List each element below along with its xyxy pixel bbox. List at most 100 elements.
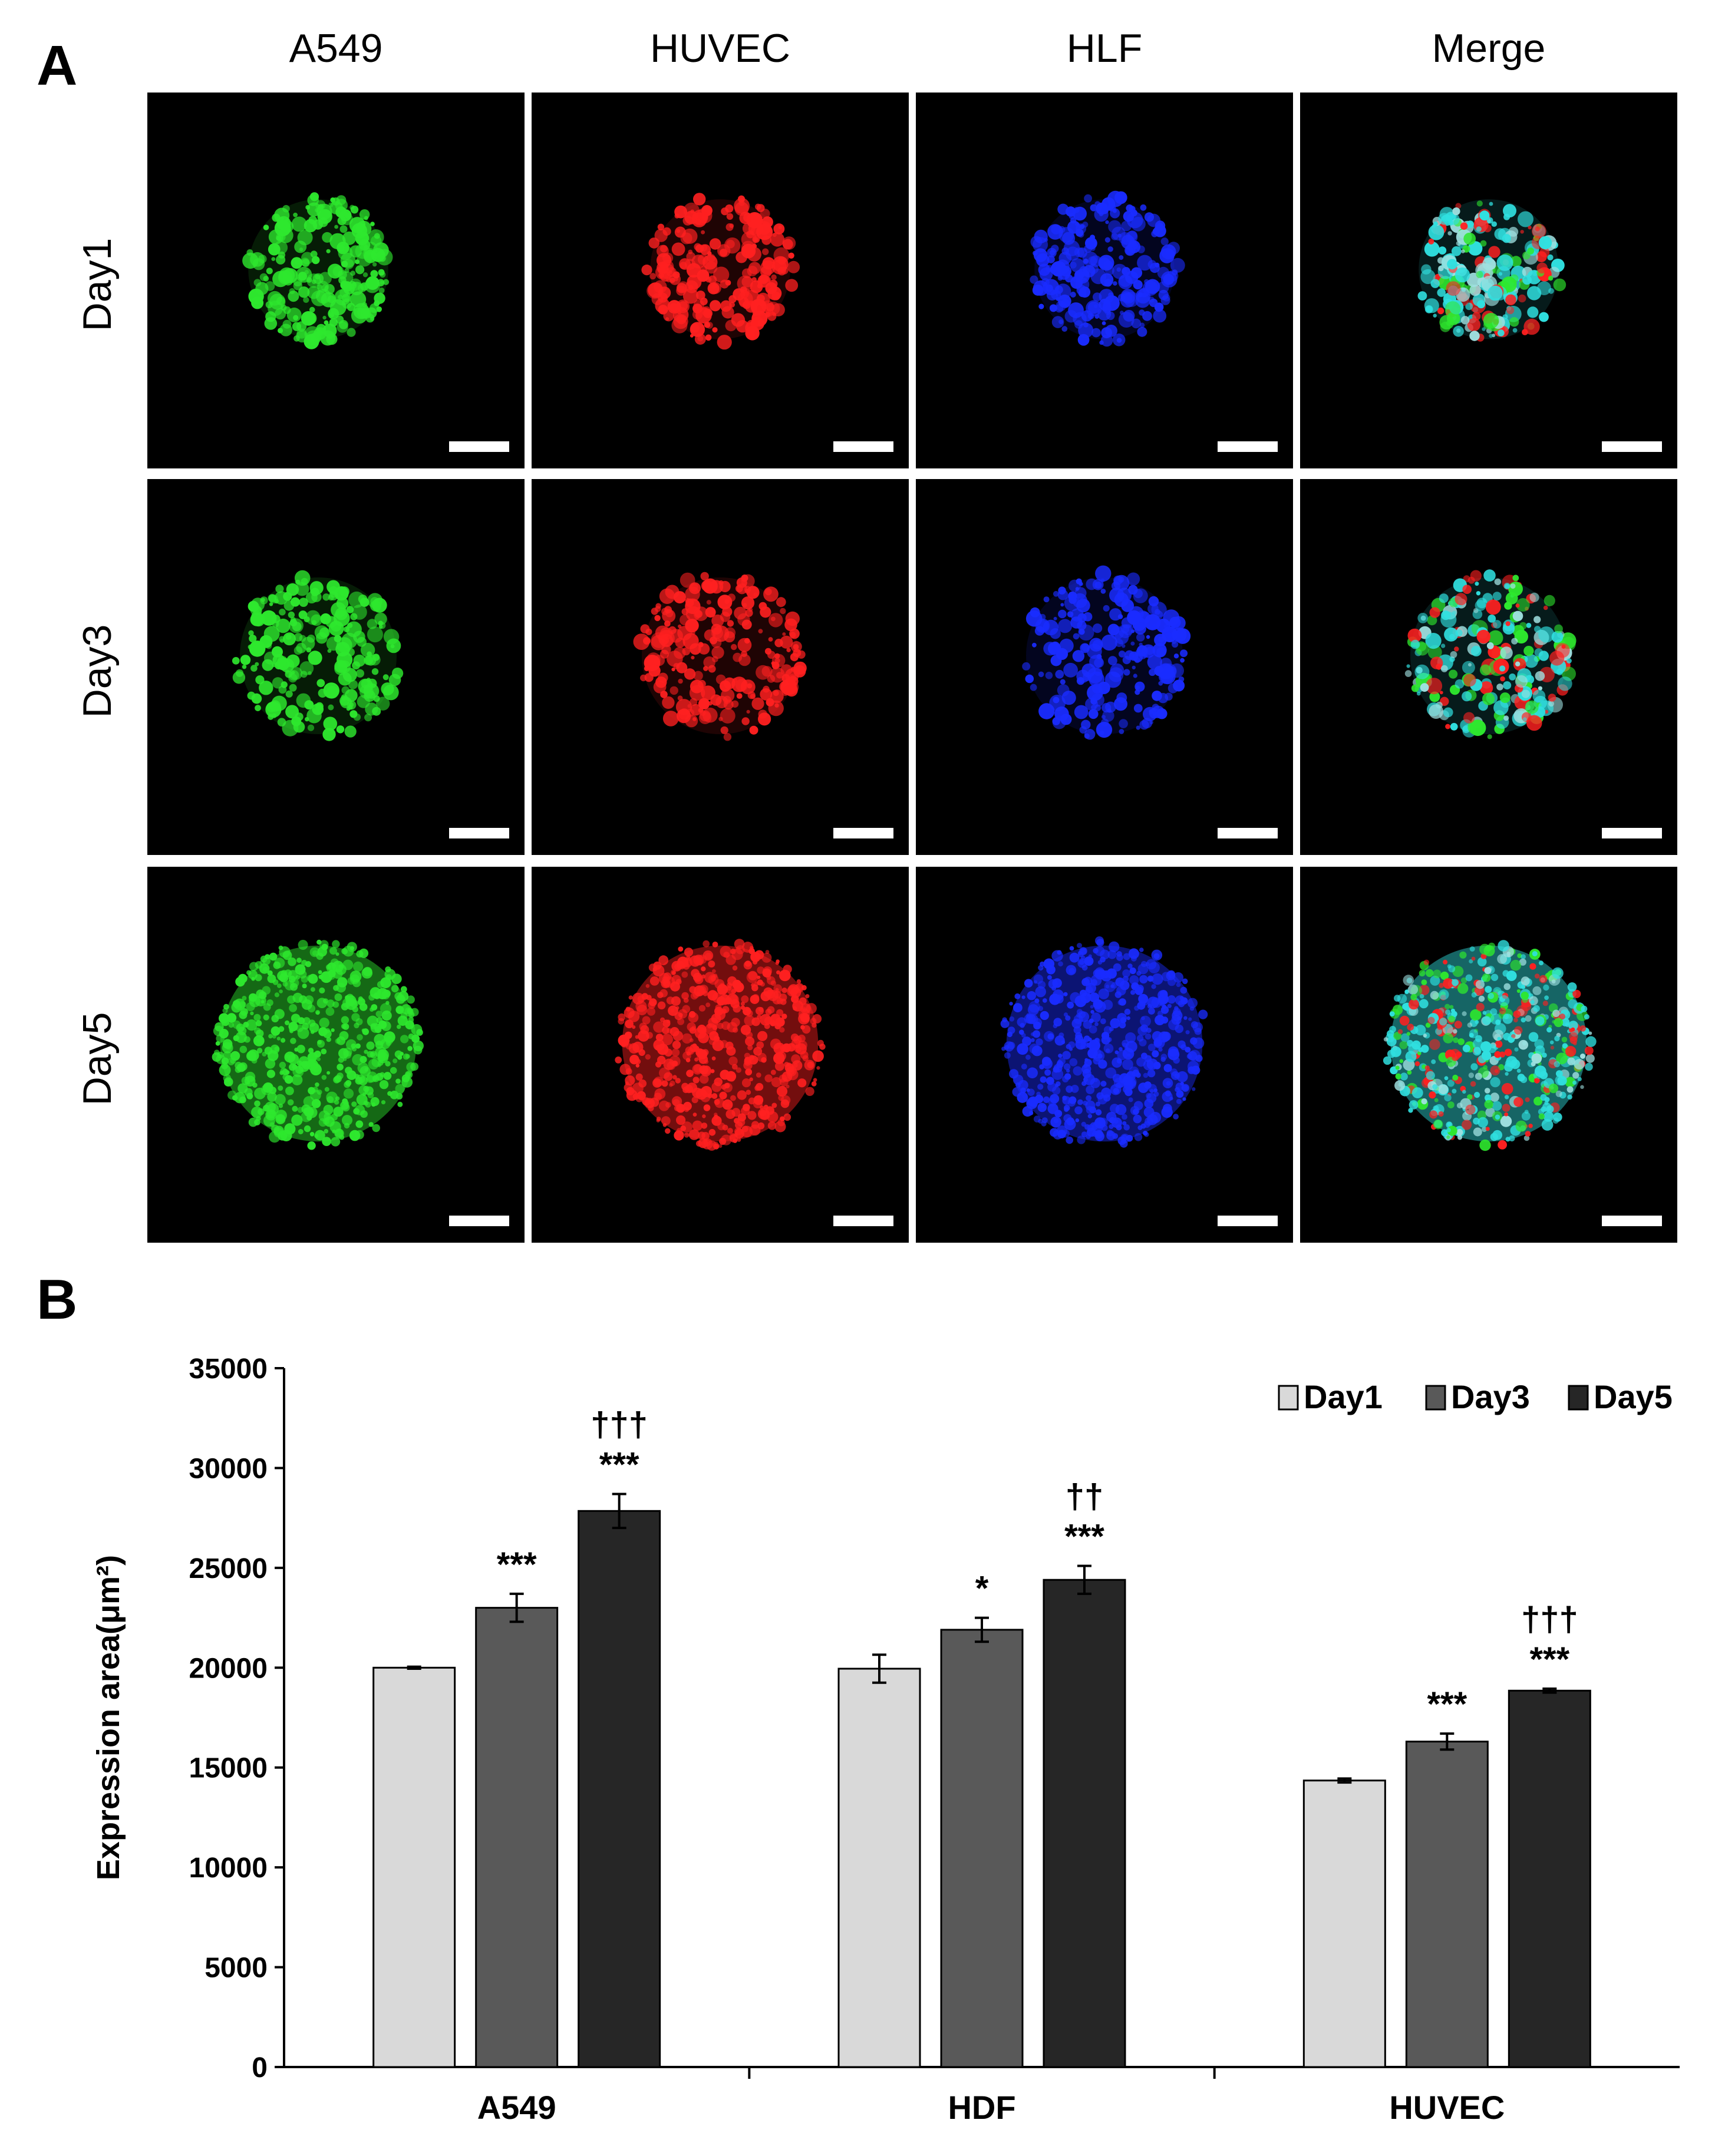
cell-dot <box>1038 1118 1043 1124</box>
cell-dot <box>1140 204 1147 211</box>
cell-dot <box>1147 976 1153 982</box>
cell-dot <box>330 958 339 967</box>
cell-dot <box>1495 1040 1503 1048</box>
cell-dot <box>666 996 675 1005</box>
cell-dot <box>662 976 669 982</box>
cell-dot <box>1035 986 1046 998</box>
cell-dot <box>1151 949 1163 961</box>
cell-dot <box>296 328 307 339</box>
cell-dot <box>242 665 247 669</box>
cell-dot <box>381 1021 391 1031</box>
cell-dot <box>768 637 773 642</box>
cell-dot <box>1101 1087 1112 1098</box>
cell-dot <box>672 1031 683 1041</box>
cell-dot <box>1476 270 1483 278</box>
cell-dot <box>1400 1033 1410 1042</box>
cell-dot <box>312 950 318 956</box>
cell-dot <box>685 1058 691 1062</box>
cell-dot <box>1485 1094 1492 1101</box>
cell-dot <box>1455 203 1462 209</box>
cell-dot <box>746 1031 753 1039</box>
cell-dot <box>1043 958 1055 970</box>
cell-dot <box>324 1087 329 1092</box>
cell-dot <box>1561 1018 1570 1026</box>
cell-dot <box>1070 608 1084 622</box>
cell-dot <box>328 704 334 711</box>
cell-dot <box>1126 1041 1137 1053</box>
cell-dot <box>736 251 747 263</box>
cell-dot <box>1488 630 1503 646</box>
cell-dot <box>1101 1124 1108 1131</box>
cell-dot <box>1126 1016 1130 1021</box>
cell-dot <box>1028 1001 1041 1013</box>
cell-dot <box>1429 691 1440 702</box>
y-tick-label: 0 <box>252 2052 268 2084</box>
cell-dot <box>390 1067 397 1074</box>
cell-dot <box>1103 1044 1114 1054</box>
cell-dot <box>1074 222 1079 226</box>
cell-dot <box>804 1059 815 1071</box>
cell-dot <box>722 606 733 617</box>
y-axis-title: Expression area(μm²) <box>91 1555 126 1880</box>
cell-dot <box>322 1137 331 1146</box>
cell-dot <box>1505 621 1510 626</box>
cell-dot <box>722 1006 730 1013</box>
cell-dot <box>1516 1005 1528 1017</box>
cell-dot <box>1508 1036 1515 1044</box>
cell-dot <box>684 1085 694 1094</box>
cell-dot <box>1178 1040 1186 1049</box>
cell-dot <box>227 1058 235 1066</box>
cell-dot <box>1090 1005 1094 1009</box>
cell-dot <box>1070 276 1083 289</box>
cell-dot <box>330 197 336 203</box>
cell-dot <box>316 1089 322 1095</box>
cell-dot <box>1480 664 1491 676</box>
cell-dot <box>1535 671 1545 681</box>
cell-dot <box>635 1073 643 1081</box>
cell-dot <box>1007 1042 1015 1049</box>
cell-dot <box>263 1014 269 1021</box>
cell-dot <box>329 318 338 327</box>
cell-dot <box>1404 670 1412 677</box>
cell-dot <box>319 1018 329 1028</box>
cell-dot <box>1433 221 1438 226</box>
cell-dot <box>347 622 353 628</box>
cell-dot <box>372 262 377 267</box>
cell-dot <box>747 1111 757 1120</box>
cell-dot <box>260 597 265 602</box>
cell-dot <box>1512 575 1519 582</box>
cell-dot <box>635 1001 647 1012</box>
cell-dot <box>1429 1110 1438 1119</box>
cell-dot <box>301 252 314 265</box>
cell-dot <box>1549 1040 1554 1045</box>
cell-dot <box>1027 1067 1038 1079</box>
cell-dot <box>219 1013 229 1023</box>
cell-dot <box>1448 220 1453 226</box>
cell-dot <box>1136 633 1145 642</box>
cell-dot <box>356 1094 368 1105</box>
cell-dot <box>308 1048 314 1054</box>
cell-dot <box>816 1066 820 1070</box>
cell-dot <box>703 666 708 671</box>
cell-dot <box>674 226 686 238</box>
cell-dot <box>1558 676 1572 691</box>
cell-dot <box>660 245 668 253</box>
cell-dot <box>1147 1044 1156 1052</box>
cell-dot <box>274 992 279 998</box>
cell-dot <box>690 643 701 655</box>
cell-dot <box>1449 669 1458 679</box>
cell-dot <box>1129 975 1139 985</box>
cell-dot <box>694 243 701 251</box>
cell-dot <box>219 1064 231 1077</box>
y-tick-label: 20000 <box>189 1653 268 1684</box>
cell-dot <box>1055 304 1064 313</box>
cell-dot <box>1083 322 1089 328</box>
row-label-day1: Day1 <box>75 237 120 332</box>
cell-dot <box>328 973 335 980</box>
cell-dot <box>1112 226 1126 241</box>
cell-dot <box>1152 1050 1159 1058</box>
cell-dot <box>319 987 325 994</box>
cell-dot <box>1153 309 1167 323</box>
cell-dot <box>1087 313 1094 319</box>
cell-dot <box>761 952 772 963</box>
